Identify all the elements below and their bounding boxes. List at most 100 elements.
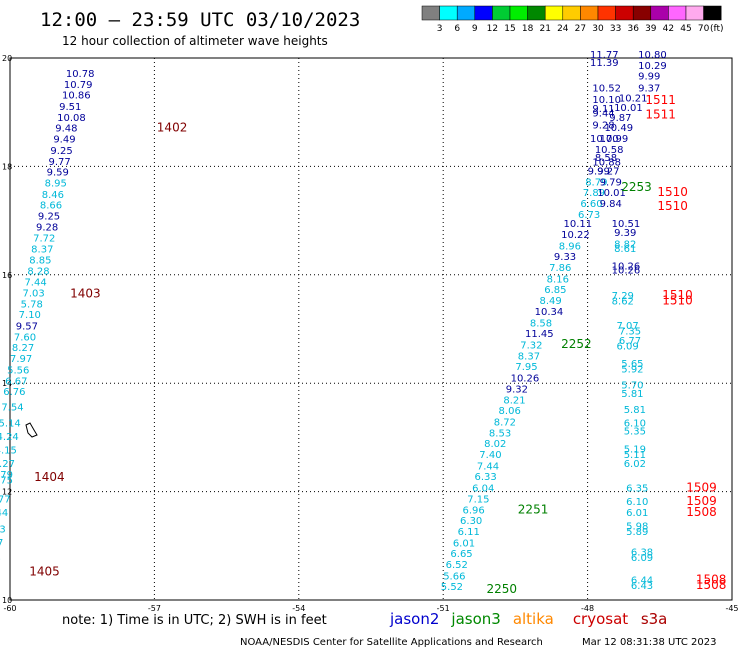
wave-height-label: 6.73	[578, 210, 600, 221]
wave-height-label: 6.30	[460, 516, 482, 527]
wave-height-label: 4.21	[0, 551, 1, 562]
colorbar-swatch	[527, 5, 546, 21]
wave-height-label: 9.25	[50, 146, 72, 157]
colorbar-tick-label: 33	[610, 24, 621, 34]
wave-height-label: 4.79	[0, 470, 13, 481]
wave-height-label: 4.44	[0, 508, 8, 519]
wave-height-label: 5.81	[624, 405, 646, 416]
wave-height-label: 5.98	[626, 522, 648, 533]
wave-height-label: 6.09	[631, 553, 653, 564]
pass-time-label: 1509	[686, 494, 717, 508]
pass-time-label: 1405	[29, 565, 60, 579]
page-subtitle: 12 hour collection of altimeter wave hei…	[62, 34, 328, 48]
lat-tick-label: 10	[2, 596, 12, 605]
wave-height-label: 7.07	[616, 321, 638, 332]
wave-height-label: 8.85	[29, 255, 51, 266]
wave-height-label: 7.97	[10, 354, 32, 365]
pass-time-label: 1511	[645, 93, 676, 107]
wave-height-label: 6.96	[462, 505, 484, 516]
wave-height-labels: 10.7810.7910.869.5110.089.489.499.259.77…	[0, 50, 726, 596]
pass-time-label: 2252	[561, 337, 592, 351]
wave-height-label: 7.35	[619, 326, 641, 337]
footer-credit: NOAA/NESDIS Center for Satellite Applica…	[240, 637, 543, 648]
wave-height-label: 10.49	[604, 123, 633, 134]
wave-height-label: 9.87	[609, 113, 631, 124]
wave-height-label: 10.11	[564, 219, 593, 230]
wave-height-label: 9.25	[38, 212, 60, 223]
wave-height-label: 5.19	[624, 445, 646, 456]
colorbar-swatch	[474, 5, 493, 21]
wave-height-label: 9.11	[592, 104, 614, 115]
pass-time-label: 1511	[645, 108, 676, 122]
wave-height-label: 5.77	[0, 494, 11, 505]
page-title: 12:00 – 23:59 UTC 03/10/2023	[40, 9, 360, 31]
wave-height-label: 10.22	[561, 230, 590, 241]
lat-tick-label: 16	[2, 271, 12, 280]
pass-time-label: 1404	[34, 470, 65, 484]
lon-tick-label: -54	[292, 604, 305, 613]
footer-timestamp: Mar 12 08:31:38 UTC 2023	[582, 637, 717, 648]
wave-height-label: 9.33	[554, 252, 576, 263]
colorbar-unit: (ft)	[710, 24, 724, 34]
wave-height-label: 4.15	[0, 446, 17, 457]
wave-height-label: 10.10	[592, 95, 621, 106]
wave-height-label: 10.08	[57, 113, 86, 124]
legend-jason2: jason2	[389, 610, 439, 628]
lon-tick-label: -57	[148, 604, 161, 613]
wave-height-label: 8.02	[484, 439, 506, 450]
wave-height-label: 9.84	[600, 199, 622, 210]
wave-height-label: 5.70	[621, 381, 643, 392]
colorbar-swatch	[544, 5, 564, 21]
wave-height-label: 4.83	[0, 524, 6, 535]
colorbar-swatch	[492, 5, 511, 21]
wave-height-label: 7.86	[549, 263, 571, 274]
wave-height-label: 4.24	[0, 432, 19, 443]
wave-height-label: 11.39	[590, 58, 619, 69]
colorbar-swatch	[456, 5, 476, 21]
wave-height-label: 5.66	[443, 571, 465, 582]
pass-time-label: 1508	[696, 578, 727, 592]
colorbar-tick-label: 30	[592, 24, 604, 34]
wave-height-label: 4.87	[0, 538, 3, 549]
wave-height-label: 9.59	[47, 168, 69, 179]
wave-height-label: 7.44	[24, 278, 46, 289]
colorbar-tick-label: 24	[557, 24, 569, 34]
pass-time-label: 1508	[686, 505, 717, 519]
wave-height-label: 9.51	[59, 102, 81, 113]
lon-tick-label: -45	[725, 604, 738, 613]
wave-height-label: 6.85	[544, 285, 566, 296]
wave-height-label: 10.86	[62, 91, 91, 102]
colorbar-swatch	[439, 5, 458, 21]
wave-height-label: 7.32	[520, 341, 542, 352]
wave-height-label: 10.51	[612, 219, 641, 230]
colorbar-tick-label: 15	[504, 24, 515, 34]
wave-height-label: 5.89	[626, 527, 648, 538]
colorbar-tick-label: 9	[472, 24, 478, 34]
wave-height-label: 9.32	[506, 384, 528, 395]
wave-height-label: 8.37	[31, 245, 53, 256]
colorbar-tick-label: 27	[575, 24, 586, 34]
pass-time-label: 1402	[157, 121, 188, 135]
wave-height-label: 5.52	[441, 582, 463, 593]
lat-tick-label: 20	[2, 54, 12, 63]
wave-height-label: 8.53	[489, 428, 511, 439]
wave-height-label: 8.21	[503, 395, 525, 406]
wave-height-label: 10.79	[64, 80, 93, 91]
wave-height-label: 7.03	[23, 288, 45, 299]
wave-height-label: 10.26	[612, 266, 641, 277]
colorbar-swatch	[685, 5, 704, 21]
wave-height-label: 6.38	[631, 548, 653, 559]
wave-height-label: 8.58	[530, 318, 552, 329]
wave-height-label: 5.81	[621, 389, 643, 400]
island-outline	[25, 422, 38, 438]
lat-tick-label: 12	[2, 488, 12, 497]
wave-height-label: 8.27	[12, 343, 34, 354]
colorbar-tick-label: 45	[680, 24, 691, 34]
wave-height-label: 8.72	[494, 417, 516, 428]
wave-height-label: 9.37	[638, 84, 660, 95]
wave-height-label: 10.01	[597, 188, 626, 199]
colorbar-swatch	[580, 5, 599, 21]
wave-height-label: 10.34	[535, 307, 564, 318]
wave-height-label: 6.33	[474, 472, 496, 483]
colorbar-tick-label: 18	[522, 24, 534, 34]
